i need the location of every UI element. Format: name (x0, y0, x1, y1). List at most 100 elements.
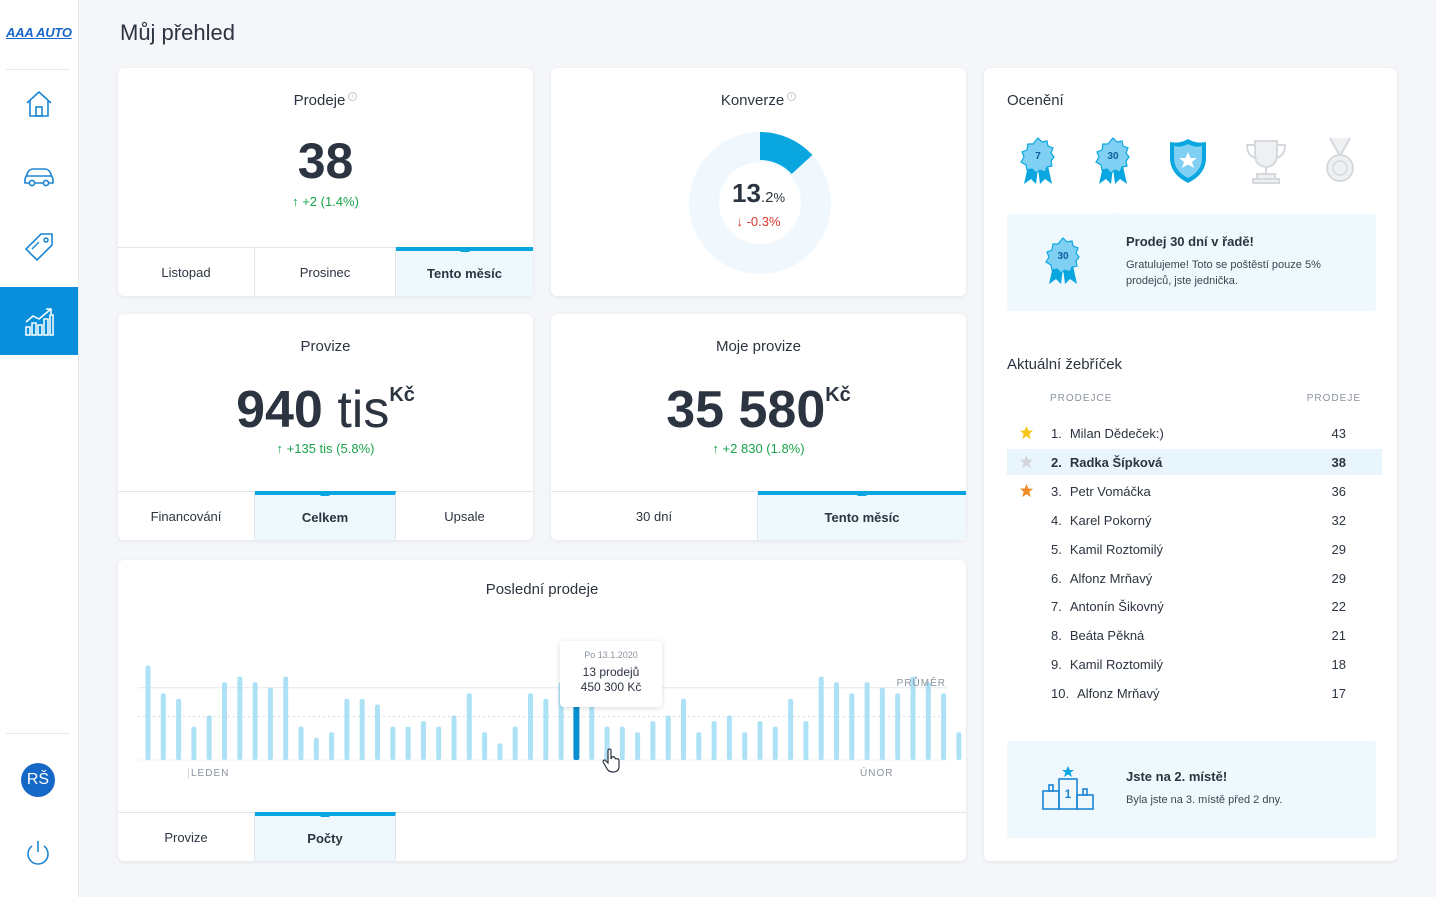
user-avatar[interactable]: RŠ (21, 763, 55, 797)
bar[interactable] (635, 732, 641, 760)
trophy-icon[interactable] (1241, 136, 1291, 186)
bar[interactable] (160, 693, 166, 760)
leaderboard-rank-name: 5. Kamil Roztomilý (1051, 542, 1163, 557)
bar[interactable] (941, 693, 947, 760)
bar[interactable] (145, 665, 151, 760)
bar[interactable] (405, 726, 411, 760)
bar[interactable] (879, 687, 885, 760)
bar[interactable] (619, 726, 625, 760)
commission-tabs: Financování Celkem Upsale (118, 491, 533, 540)
bar[interactable] (925, 682, 931, 760)
bar[interactable] (252, 682, 258, 760)
conversion-card: Konverze i 13.2% ↓ -0.3% (551, 68, 966, 296)
sidebar-item-offers[interactable] (0, 213, 78, 281)
bar[interactable] (390, 726, 396, 760)
bar[interactable] (436, 726, 442, 760)
bar[interactable] (895, 693, 901, 760)
leaderboard-row[interactable]: 3. Petr Vomáčka 36 (1007, 478, 1382, 504)
achievement-desc-1: Gratulujeme! Toto se poštěstí pouze 5% (1126, 259, 1321, 271)
bar[interactable] (910, 676, 916, 760)
bar[interactable] (482, 732, 488, 760)
leaderboard-rank-name: 7. Antonín Šikovný (1051, 599, 1164, 614)
leaderboard-row[interactable]: 9. Kamil Roztomilý 18 (1007, 651, 1382, 677)
leaderboard-rank: 10. (1051, 686, 1070, 702)
bar[interactable] (543, 698, 549, 760)
leaderboard-row[interactable]: 2. Radka Šípková 38 (1007, 448, 1382, 475)
leaderboard-row[interactable]: 6. Alfonz Mrňavý 29 (1007, 565, 1382, 591)
bar[interactable] (206, 715, 212, 760)
bar[interactable] (344, 698, 350, 760)
leaderboard-row[interactable]: 10. Alfonz Mrňavý 17 (1007, 680, 1382, 706)
sidebar-item-home[interactable] (0, 70, 78, 138)
leaderboard-row[interactable]: 7. Antonín Šikovný 22 (1007, 593, 1382, 619)
bar[interactable] (237, 676, 243, 760)
bar[interactable] (711, 721, 717, 760)
bar[interactable] (497, 743, 503, 760)
bar[interactable] (849, 693, 855, 760)
tab-pocty[interactable]: Počty (255, 812, 396, 861)
bar[interactable] (772, 726, 778, 760)
bar[interactable] (329, 732, 335, 760)
commission-value: 940 tisKč (118, 380, 533, 440)
bar[interactable] (956, 732, 962, 760)
leaderboard-row[interactable]: 8. Beáta Pěkná 21 (1007, 622, 1382, 648)
leaderboard-row[interactable]: 1. Milan Dědeček:) 43 (1007, 420, 1382, 446)
bar[interactable] (650, 721, 656, 760)
tab-provize[interactable]: Provize (118, 813, 255, 861)
leaderboard-rank: 1. (1051, 426, 1062, 441)
bar[interactable] (298, 726, 304, 760)
rosette-7-icon[interactable]: 7 (1016, 136, 1060, 186)
bar[interactable] (803, 721, 809, 760)
tab-30-dni[interactable]: 30 dní (551, 492, 758, 540)
bar[interactable] (359, 698, 365, 760)
app-logo[interactable]: AAA AUTO (6, 25, 72, 40)
bar[interactable] (681, 698, 686, 760)
sidebar-item-stats[interactable] (0, 287, 78, 355)
tab-celkem[interactable]: Celkem (255, 491, 396, 540)
bar[interactable] (375, 704, 380, 760)
tab-upsale[interactable]: Upsale (444, 508, 485, 524)
bar[interactable] (665, 715, 671, 760)
commission-number: 940 (236, 381, 323, 439)
tab-prosinec[interactable]: Prosinec (255, 248, 396, 296)
bar[interactable] (191, 726, 197, 760)
bar[interactable] (696, 732, 702, 760)
bar[interactable] (420, 721, 426, 760)
medal-icon[interactable] (1320, 136, 1360, 186)
leaderboard-row[interactable]: 5. Kamil Roztomilý 29 (1007, 536, 1382, 562)
bar-highlighted[interactable] (573, 693, 580, 760)
bar[interactable] (283, 676, 289, 760)
info-icon[interactable]: i (348, 92, 358, 101)
leaderboard-row[interactable]: 4. Karel Pokorný 32 (1007, 507, 1382, 533)
bar[interactable] (528, 693, 533, 760)
info-icon[interactable]: i (787, 92, 797, 101)
sales-title: Prodeje i (118, 92, 533, 109)
donut-arc (760, 132, 813, 174)
tab-financovani[interactable]: Financování (118, 492, 255, 540)
stats-chart-icon (25, 308, 54, 336)
bar[interactable] (726, 715, 732, 760)
bar[interactable] (834, 682, 839, 760)
tab-tento-mesic[interactable]: Tento měsíc (396, 247, 533, 296)
leaderboard-name: Milan Dědeček:) (1069, 426, 1164, 441)
bar[interactable] (742, 732, 748, 760)
bar[interactable] (788, 698, 794, 760)
bar[interactable] (818, 676, 824, 760)
chart-tooltip: Po 13.1.2020 13 prodejů 450 300 Kč (560, 641, 662, 707)
star-icon (1019, 483, 1034, 497)
bar[interactable] (176, 698, 182, 760)
tab-listopad[interactable]: Listopad (118, 248, 255, 296)
bar[interactable] (864, 682, 870, 760)
bar[interactable] (512, 726, 518, 760)
rosette-30-icon[interactable]: 30 (1091, 136, 1135, 186)
bar[interactable] (757, 721, 763, 760)
bar[interactable] (466, 693, 472, 760)
power-icon[interactable] (24, 839, 52, 867)
bar[interactable] (451, 715, 457, 760)
tab-tento-mesic[interactable]: Tento měsíc (758, 491, 966, 540)
bar[interactable] (267, 687, 273, 760)
bar[interactable] (313, 737, 319, 760)
bar[interactable] (222, 682, 227, 760)
sidebar-item-cars[interactable] (0, 142, 78, 210)
shield-star-icon[interactable] (1166, 136, 1210, 186)
